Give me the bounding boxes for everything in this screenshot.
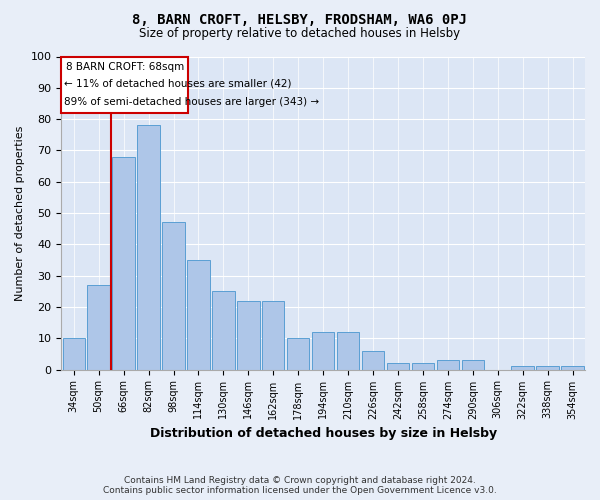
Bar [562,366,584,370]
Bar [162,222,185,370]
Bar [62,338,85,370]
Bar [187,260,209,370]
Bar [337,332,359,370]
Text: 8 BARN CROFT: 68sqm: 8 BARN CROFT: 68sqm [66,62,184,72]
Bar [437,360,459,370]
Y-axis label: Number of detached properties: Number of detached properties [15,126,25,300]
Text: Size of property relative to detached houses in Helsby: Size of property relative to detached ho… [139,28,461,40]
Bar [362,351,384,370]
Text: ← 11% of detached houses are smaller (42): ← 11% of detached houses are smaller (42… [64,78,291,88]
Bar [237,300,260,370]
FancyBboxPatch shape [61,56,188,113]
Bar [212,292,235,370]
Bar [511,366,534,370]
Text: 8, BARN CROFT, HELSBY, FRODSHAM, WA6 0PJ: 8, BARN CROFT, HELSBY, FRODSHAM, WA6 0PJ [133,12,467,26]
Bar [387,364,409,370]
Bar [312,332,334,370]
Bar [287,338,310,370]
Bar [461,360,484,370]
Bar [412,364,434,370]
Bar [137,126,160,370]
Text: 89% of semi-detached houses are larger (343) →: 89% of semi-detached houses are larger (… [64,97,319,107]
Bar [88,285,110,370]
Bar [536,366,559,370]
Bar [112,156,135,370]
Text: Contains HM Land Registry data © Crown copyright and database right 2024.
Contai: Contains HM Land Registry data © Crown c… [103,476,497,495]
X-axis label: Distribution of detached houses by size in Helsby: Distribution of detached houses by size … [149,427,497,440]
Bar [262,300,284,370]
